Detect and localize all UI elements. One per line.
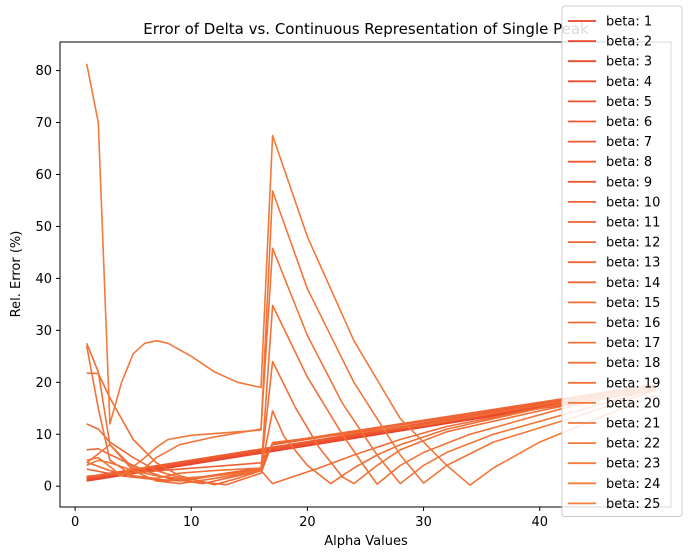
y-tick-label-3: 30 xyxy=(35,324,52,339)
legend-label-8: beta: 8 xyxy=(606,155,652,170)
legend-label-15: beta: 15 xyxy=(606,296,660,311)
legend-label-9: beta: 9 xyxy=(606,175,652,190)
legend-label-25: beta: 25 xyxy=(606,497,660,512)
x-tick-label-2: 20 xyxy=(299,515,316,530)
y-tick-label-7: 70 xyxy=(35,116,52,131)
y-axis: 0 10 20 30 40 50 60 70 80 xyxy=(35,64,60,495)
series-line-15 xyxy=(86,372,657,486)
y-tick-label-2: 20 xyxy=(35,376,52,391)
legend: beta: 1 beta: 2 beta: 3 beta: 4 beta: 5 beta:… xyxy=(561,5,683,517)
y-tick-label-0: 0 xyxy=(44,480,52,495)
legend-label-7: beta: 7 xyxy=(606,135,652,150)
legend-label-4: beta: 4 xyxy=(606,75,652,90)
x-tick-label-4: 40 xyxy=(531,515,548,530)
legend-label-17: beta: 17 xyxy=(606,336,660,351)
y-axis-label: Rel. Error (%) xyxy=(9,231,24,318)
legend-label-18: beta: 18 xyxy=(606,356,660,371)
legend-label-22: beta: 22 xyxy=(606,437,660,452)
x-tick-label-0: 0 xyxy=(71,515,79,530)
legend-label-20: beta: 20 xyxy=(606,396,660,411)
legend-label-13: beta: 13 xyxy=(606,256,660,271)
series-line-16 xyxy=(85,342,657,485)
legend-label-10: beta: 10 xyxy=(606,195,660,210)
legend-label-23: beta: 23 xyxy=(606,457,660,472)
plot-area xyxy=(85,63,657,486)
y-tick-label-4: 40 xyxy=(35,272,52,287)
legend-label-5: beta: 5 xyxy=(606,95,652,110)
x-axis: 0 10 20 30 40 xyxy=(71,507,548,530)
y-tick-label-8: 80 xyxy=(35,64,52,79)
legend-box xyxy=(561,5,683,517)
legend-label-3: beta: 3 xyxy=(606,55,652,70)
series-line-17 xyxy=(85,345,657,485)
x-tick-label-3: 30 xyxy=(415,515,432,530)
series-line-21 xyxy=(85,63,657,486)
legend-label-24: beta: 24 xyxy=(606,477,660,492)
y-tick-label-6: 60 xyxy=(35,168,52,183)
legend-label-1: beta: 1 xyxy=(606,15,652,30)
y-tick-label-5: 50 xyxy=(35,220,52,235)
legend-label-16: beta: 16 xyxy=(606,316,660,331)
legend-label-14: beta: 14 xyxy=(606,276,660,291)
y-tick-label-1: 10 xyxy=(35,428,52,443)
series-line-19 xyxy=(86,247,657,485)
legend-label-19: beta: 19 xyxy=(606,376,660,391)
legend-label-6: beta: 6 xyxy=(606,115,652,130)
legend-label-2: beta: 2 xyxy=(606,35,652,50)
legend-label-21: beta: 21 xyxy=(606,417,660,432)
x-tick-label-1: 10 xyxy=(183,515,200,530)
series-line-20 xyxy=(86,190,657,484)
legend-label-12: beta: 12 xyxy=(606,236,660,251)
chart-title: Error of Delta vs. Continuous Representa… xyxy=(143,20,589,38)
series-line-14 xyxy=(86,384,657,486)
legend-label-11: beta: 11 xyxy=(606,216,660,231)
x-axis-label: Alpha Values xyxy=(324,534,408,549)
